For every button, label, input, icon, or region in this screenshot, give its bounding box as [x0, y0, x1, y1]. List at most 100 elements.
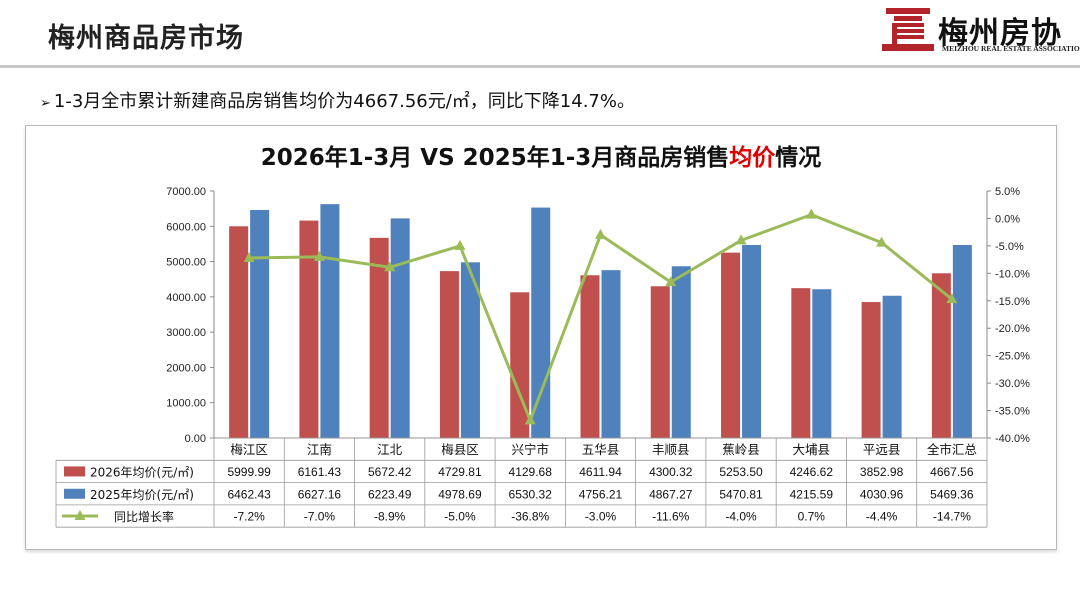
- bar-2025: [812, 289, 832, 438]
- bar-2026: [650, 286, 670, 438]
- legend-label: 同比增长率: [114, 509, 174, 524]
- table-cell-value: -11.6%: [652, 510, 689, 524]
- table-cell-value: 5469.36: [930, 487, 974, 501]
- chart-title-part: 2026年1-3月 VS 2025年1-3月商品房销售: [261, 144, 730, 171]
- right-tick-label: 0.0%: [995, 213, 1020, 225]
- bar-2025: [742, 244, 762, 438]
- table-cell-value: 6462.43: [227, 487, 271, 501]
- table-cell-value: 5253.50: [719, 465, 763, 479]
- logo-subtext: MEIZHOU REAL ESTATE ASSOCIATION: [942, 44, 1080, 53]
- right-tick-label: -15.0%: [995, 296, 1030, 308]
- table-cell-value: -4.0%: [725, 510, 757, 524]
- yoy-growth-point: [524, 414, 536, 425]
- chart-title-part: 情况: [775, 145, 821, 171]
- yoy-growth-point: [876, 236, 888, 247]
- bar-2025: [250, 209, 270, 438]
- left-tick-label: 5000.00: [166, 257, 206, 269]
- category-label: 兴宁市: [511, 442, 549, 457]
- category-label: 大埔县: [793, 442, 831, 457]
- table-cell-value: 6627.16: [298, 487, 342, 501]
- legend-swatch: [64, 466, 85, 477]
- table-cell-value: -3.0%: [585, 510, 617, 524]
- right-tick-label: 5.0%: [995, 186, 1020, 198]
- table-cell-value: -7.0%: [304, 510, 336, 524]
- table-cell-value: 4867.27: [649, 487, 693, 501]
- table-cell-value: 3852.98: [860, 465, 904, 479]
- table-cell-value: 6530.32: [509, 487, 553, 501]
- right-tick-label: -40.0%: [995, 433, 1030, 445]
- table-cell-value: -36.8%: [511, 510, 549, 524]
- table-cell-value: 6161.43: [298, 465, 342, 479]
- yoy-growth-point: [946, 293, 958, 304]
- category-label: 平远县: [863, 442, 901, 457]
- category-label: 江北: [377, 442, 403, 457]
- category-label: 梅江区: [230, 442, 268, 457]
- bar-2025: [320, 204, 340, 438]
- bar-2026: [861, 302, 881, 438]
- yoy-growth-point: [454, 239, 466, 250]
- table-cell-value: 4246.62: [790, 465, 834, 479]
- bar-2026: [721, 252, 741, 438]
- category-label: 江南: [307, 442, 332, 457]
- header-divider: [0, 65, 1080, 68]
- bar-2026: [931, 273, 951, 438]
- category-label: 五华县: [582, 442, 620, 457]
- bar-2026: [439, 271, 459, 438]
- category-label: 蕉岭县: [722, 442, 760, 457]
- logo-mark-icon: [882, 8, 934, 51]
- page-title: 梅州商品房市场: [48, 23, 244, 54]
- bullet-arrow-icon: ➢: [40, 96, 51, 111]
- legend-label: 2026年均价(元/㎡): [90, 465, 194, 479]
- table-cell-value: -8.9%: [374, 510, 406, 524]
- bar-2025: [460, 262, 480, 438]
- yoy-growth-point: [665, 276, 677, 287]
- right-tick-label: -35.0%: [995, 406, 1030, 418]
- yoy-growth-point: [805, 208, 817, 219]
- table-cell-value: 6223.49: [368, 487, 412, 501]
- right-tick-label: -30.0%: [995, 378, 1030, 390]
- bar-2025: [671, 266, 691, 438]
- table-cell-value: -4.4%: [866, 510, 898, 524]
- bar-2026: [510, 292, 530, 438]
- category-label: 丰顺县: [652, 442, 690, 457]
- right-tick-label: -20.0%: [995, 323, 1030, 335]
- bar-2026: [299, 220, 319, 438]
- left-tick-label: 0.00: [185, 433, 206, 445]
- yoy-growth-point: [313, 250, 325, 261]
- legend-label: 2025年均价(元/㎡): [90, 488, 194, 502]
- bar-2025: [952, 245, 972, 438]
- bar-2026: [369, 237, 389, 438]
- summary-text: 1-3月全市累计新建商品房销售均价为4667.56元/㎡，同比下降14.7%。: [53, 91, 635, 112]
- chart-title-part: 均价: [729, 144, 776, 171]
- table-cell-value: 4756.21: [579, 487, 623, 501]
- table-cell-value: 5999.99: [227, 465, 271, 479]
- yoy-growth-point: [243, 251, 255, 262]
- table-cell-value: 5672.42: [368, 465, 412, 479]
- table-cell-value: 4030.96: [860, 487, 904, 501]
- right-tick-label: -25.0%: [995, 351, 1030, 363]
- yoy-growth-point: [384, 261, 396, 272]
- bar-2026: [229, 226, 249, 438]
- table-cell-value: -7.2%: [233, 510, 265, 524]
- table-cell-value: -5.0%: [444, 510, 476, 524]
- left-tick-label: 6000.00: [166, 221, 206, 233]
- table-cell-value: 4215.59: [790, 487, 834, 501]
- table-cell-value: 0.7%: [798, 510, 826, 524]
- bar-2025: [531, 207, 551, 438]
- table-cell-value: 4129.68: [509, 465, 553, 479]
- bar-2026: [791, 288, 811, 438]
- bar-2025: [390, 218, 410, 438]
- logo-text: 梅州房协: [938, 16, 1062, 51]
- legend-marker: [74, 510, 86, 521]
- table-cell-value: -14.7%: [933, 510, 971, 524]
- category-label: 梅县区: [441, 442, 479, 457]
- right-tick-label: -5.0%: [995, 241, 1024, 253]
- yoy-growth-line: [249, 213, 953, 422]
- price-comparison-chart: 2026年1-3月 VS 2025年1-3月商品房销售均价情况 0.00 1000.…: [55, 144, 1030, 528]
- left-tick-label: 4000.00: [166, 292, 206, 304]
- category-label: 全市汇总: [927, 442, 977, 457]
- left-tick-label: 1000.00: [166, 398, 206, 410]
- left-tick-label: 3000.00: [166, 327, 206, 339]
- table-cell-value: 5470.81: [719, 487, 763, 501]
- table-cell-value: 4729.81: [438, 465, 482, 479]
